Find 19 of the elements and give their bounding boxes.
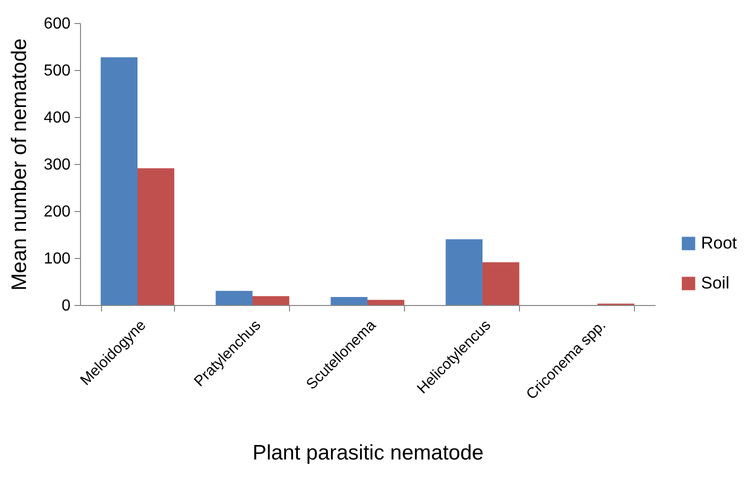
y-tick-label: 600 [44,16,71,32]
bar [368,300,404,305]
bar [100,57,138,305]
bar [446,239,482,305]
bar [252,296,290,305]
bar [482,262,520,305]
bar [138,168,174,305]
legend-label: Soil [701,274,730,292]
bar [216,290,252,305]
y-tick-label: 100 [44,250,71,268]
y-tick-label: 400 [44,110,71,126]
y-axis-title: Mean number of nematode [8,38,31,291]
bar [330,297,368,305]
y-tick-label: 300 [44,156,71,174]
y-tick-label: 200 [44,204,71,220]
x-axis-title: Plant parasitic nematode [252,441,484,464]
y-tick-label: 0 [62,298,71,314]
y-tick-label: 500 [44,62,71,80]
legend-label: Root [701,234,738,252]
